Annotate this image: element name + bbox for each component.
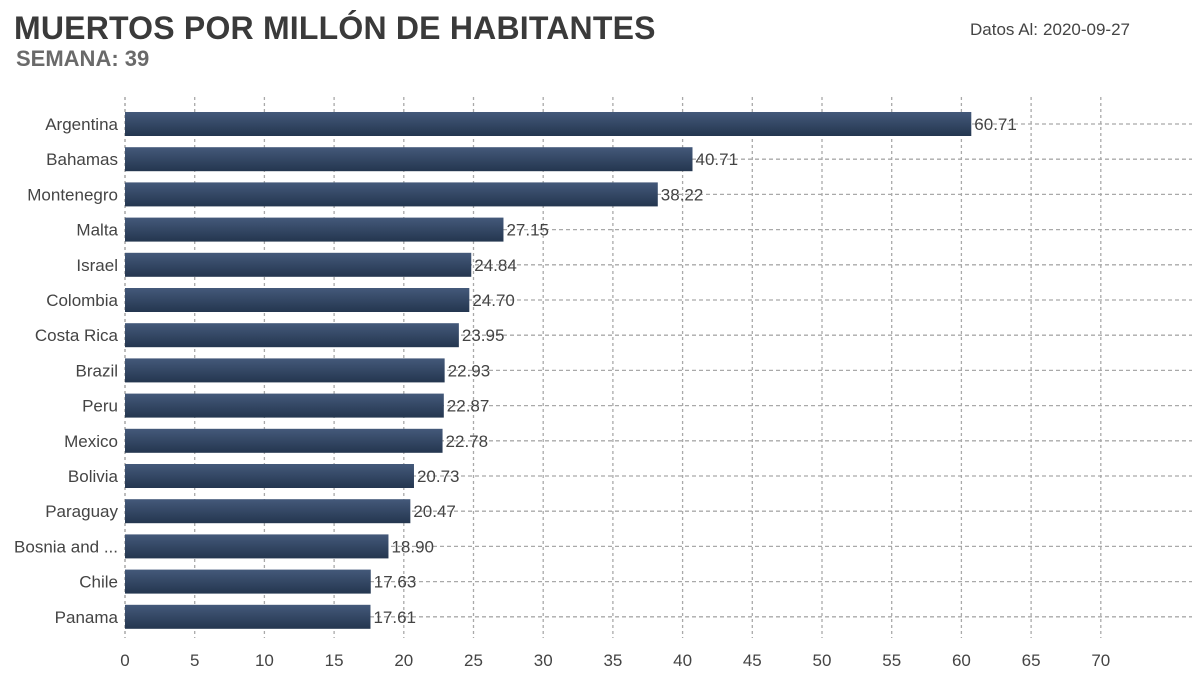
category-label: Brazil xyxy=(75,361,118,380)
category-label: Israel xyxy=(76,256,118,275)
x-tick-label: 25 xyxy=(464,651,483,670)
chart-subtitle: SEMANA: 39 xyxy=(16,46,150,71)
bar-brazil xyxy=(125,358,445,383)
category-label: Bosnia and ... xyxy=(14,537,118,556)
data-label: 17.61 xyxy=(373,608,416,627)
bar-bolivia xyxy=(125,464,414,488)
x-tick-label: 45 xyxy=(743,651,762,670)
data-label: 60.71 xyxy=(974,115,1017,134)
x-tick-label: 5 xyxy=(190,651,199,670)
bar-mexico xyxy=(125,428,443,453)
category-label: Peru xyxy=(82,397,118,416)
x-tick-label: 0 xyxy=(120,651,129,670)
bar-malta xyxy=(125,217,504,242)
date-value: 2020-09-27 xyxy=(1043,20,1131,39)
data-label: 23.95 xyxy=(462,326,505,345)
data-label: 24.70 xyxy=(472,291,515,310)
category-label: Argentina xyxy=(45,115,118,134)
bar-bahamas xyxy=(125,147,693,172)
category-label: Paraguay xyxy=(45,502,118,521)
x-tick-label: 55 xyxy=(882,651,901,670)
data-label: 38.22 xyxy=(661,185,704,204)
data-date: Datos Al: 2020-09-27 xyxy=(970,20,1130,40)
bar-panama xyxy=(125,604,371,629)
category-label: Malta xyxy=(76,221,118,240)
x-tick-label: 60 xyxy=(952,651,971,670)
category-label: Costa Rica xyxy=(35,326,119,345)
x-tick-label: 15 xyxy=(325,651,344,670)
data-label: 22.87 xyxy=(447,397,490,416)
bar-chile xyxy=(125,569,371,594)
chart-title: MUERTOS POR MILLÓN DE HABITANTES xyxy=(14,10,656,46)
bar-peru xyxy=(125,393,444,418)
data-label: 20.73 xyxy=(417,467,460,486)
category-label: Chile xyxy=(79,573,118,592)
category-label: Montenegro xyxy=(27,185,118,204)
data-label: 40.71 xyxy=(695,150,738,169)
date-label: Datos Al: xyxy=(970,20,1039,39)
data-label: 22.78 xyxy=(446,432,489,451)
data-label: 18.90 xyxy=(391,537,434,556)
bar-argentina xyxy=(125,112,972,136)
category-label: Colombia xyxy=(46,291,118,310)
bars xyxy=(125,112,972,629)
x-tick-label: 65 xyxy=(1022,651,1041,670)
bar-costa-rica xyxy=(125,323,459,348)
data-label: 24.84 xyxy=(474,256,517,275)
bar-bosnia-and xyxy=(125,534,389,559)
x-tick-label: 35 xyxy=(603,651,622,670)
data-label: 22.93 xyxy=(448,361,491,380)
category-label: Mexico xyxy=(64,432,118,451)
x-tick-label: 50 xyxy=(813,651,832,670)
category-label: Bolivia xyxy=(68,467,119,486)
bar-montenegro xyxy=(125,182,658,207)
bar-paraguay xyxy=(125,499,411,524)
x-tick-label: 40 xyxy=(673,651,692,670)
labels: 0 5 10 15 20 25 30 35 40 45 50 55 60 65 70 Argentina 60.… xyxy=(14,115,1110,670)
x-tick-label: 70 xyxy=(1091,651,1110,670)
x-tick-label: 30 xyxy=(534,651,553,670)
category-label: Panama xyxy=(55,608,119,627)
x-tick-label: 10 xyxy=(255,651,274,670)
category-label: Bahamas xyxy=(46,150,118,169)
bar-israel xyxy=(125,252,472,277)
data-label: 27.15 xyxy=(506,221,549,240)
data-label: 17.63 xyxy=(374,573,417,592)
x-tick-label: 20 xyxy=(394,651,413,670)
data-label: 20.47 xyxy=(413,502,456,521)
bar-colombia xyxy=(125,288,470,312)
